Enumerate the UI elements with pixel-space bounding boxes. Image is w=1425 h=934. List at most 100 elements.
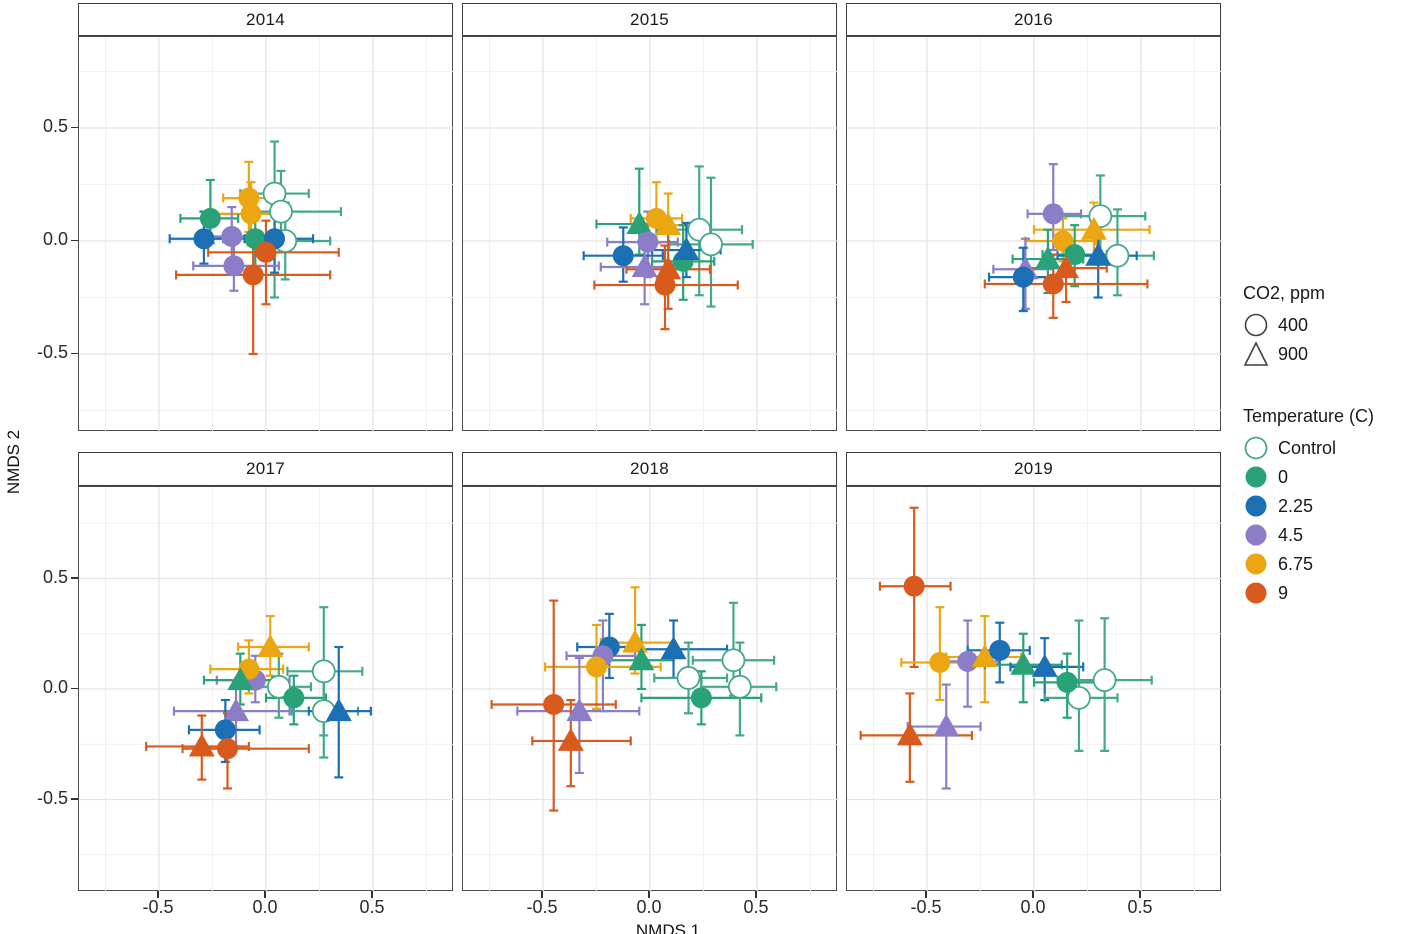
point-triangle-9 (557, 727, 584, 751)
legend-gap (1243, 370, 1425, 406)
point-circle-0 (199, 207, 221, 229)
point-triangle-6.75 (1080, 216, 1107, 240)
facet-panel-2019 (846, 486, 1222, 892)
y-tick-label: 0.5 (42, 116, 68, 136)
facet-strip-2016: 2016 (846, 3, 1221, 36)
x-tick-mark (157, 891, 159, 898)
facet-label: 2017 (245, 459, 286, 478)
legend-item-label: 900 (1278, 343, 1309, 364)
y-tick-label: -0.5 (36, 787, 68, 808)
facet-label: 2019 (1013, 459, 1054, 478)
point-circle-6.75 (238, 187, 260, 209)
y-tick-mark (71, 352, 78, 355)
point-triangle-6.75 (971, 643, 998, 667)
y-tick-label: 0.0 (42, 229, 68, 249)
point-circle-Control (311, 659, 336, 684)
point-circle-6.75 (645, 207, 667, 229)
point-circle-6.75 (929, 651, 951, 673)
facet-strip-2019: 2019 (846, 452, 1221, 486)
point-circle-6.75 (240, 203, 262, 225)
facet-strip-2017: 2017 (78, 452, 453, 486)
x-tick-mark (264, 891, 266, 898)
facet-label: 2018 (629, 459, 670, 478)
facet-panel-2017 (78, 486, 454, 892)
x-tick-mark (925, 891, 927, 898)
legend-item-label: 400 (1278, 314, 1309, 335)
y-tick-mark (71, 687, 78, 690)
point-circle-2.25 (214, 719, 236, 741)
legend-item-label: 0 (1278, 466, 1289, 487)
point-triangle-2.25 (673, 237, 700, 261)
legend-item-temp-9: 9 (1243, 580, 1425, 606)
legend-item-temp-0: 0 (1243, 464, 1425, 490)
point-circle-2.25 (1012, 266, 1034, 288)
point-circle-Control (699, 232, 723, 257)
circle-outline-icon (1243, 312, 1269, 338)
point-circle-Control (721, 648, 746, 673)
point-triangle-2.25 (325, 698, 352, 722)
x-tick-label: 0.5 (1127, 897, 1153, 917)
point-circle-9 (903, 575, 925, 597)
legend-item-co2-400: 400 (1243, 312, 1425, 338)
point-circle-9 (654, 274, 676, 296)
point-circle-2.25 (989, 639, 1011, 661)
legend-item-temp-4.5: 4.5 (1243, 522, 1425, 548)
y-tick-label: 0.0 (42, 677, 68, 697)
point-triangle-9 (896, 722, 923, 746)
legend-item-label: 2.25 (1278, 495, 1314, 516)
filled-circle-icon (1243, 551, 1269, 577)
legend-item-temp-6.75: 6.75 (1243, 551, 1425, 577)
y-tick-label: -0.5 (36, 342, 68, 362)
point-triangle-9 (655, 256, 682, 280)
x-tick-mark (755, 891, 757, 898)
facet-panel-2018 (462, 486, 838, 892)
point-triangle-9 (188, 733, 215, 757)
point-triangle-2.25 (1031, 653, 1058, 677)
x-tick-mark (1032, 891, 1034, 898)
point-triangle-6.75 (622, 629, 649, 653)
point-circle-9 (543, 693, 565, 715)
legend-temperature-items: Control 0 2.25 4.5 6.75 9 (1243, 435, 1425, 606)
open-circle-icon (1243, 435, 1269, 461)
x-tick-label: -0.5 (142, 897, 174, 917)
x-axis-title: NMDS 1 (635, 921, 701, 934)
point-circle-9 (216, 738, 238, 760)
point-triangle-0 (626, 211, 653, 235)
legend-item-label: 6.75 (1278, 553, 1314, 574)
facet-strip-2015: 2015 (462, 3, 837, 36)
point-circle-Control (266, 674, 291, 699)
point-circle-Control (269, 199, 293, 224)
point-circle-9 (1042, 273, 1064, 295)
x-tick-mark (648, 891, 650, 898)
point-circle-Control (1092, 668, 1117, 693)
filled-circle-icon (1243, 580, 1269, 606)
x-tick-label: 0.5 (743, 897, 769, 917)
x-tick-label: 0.0 (1020, 897, 1046, 917)
point-circle-Control (1105, 243, 1130, 268)
filled-circle-icon (1243, 464, 1269, 490)
y-tick-mark (71, 239, 78, 242)
point-circle-Control (727, 674, 752, 699)
point-triangle-0 (1034, 246, 1061, 270)
legend-item-temp-2.25: 2.25 (1243, 493, 1425, 519)
point-circle-2.25 (193, 228, 215, 250)
filled-circle-icon (1243, 522, 1269, 548)
y-tick-mark (71, 577, 78, 579)
point-triangle-4.5 (566, 698, 593, 722)
x-tick-label: -0.5 (910, 897, 942, 917)
point-circle-0 (690, 687, 712, 709)
point-circle-9 (255, 241, 277, 263)
facet-label: 2016 (1013, 9, 1054, 29)
facet-panel-2015 (462, 36, 838, 432)
point-triangle-0 (1010, 651, 1037, 675)
x-tick-label: 0.0 (252, 897, 278, 917)
point-triangle-4.5 (933, 713, 960, 737)
facet-strip-2014: 2014 (78, 3, 453, 36)
triangle-outline-icon (1243, 341, 1269, 367)
facet-panel-2014 (78, 36, 454, 432)
x-tick-mark (541, 891, 543, 898)
legend: CO2, ppm 400 900 Temperature (C) Control 0… (1243, 283, 1425, 609)
x-tick-label: -0.5 (526, 897, 558, 917)
y-tick-mark (71, 798, 78, 800)
y-tick-label: 0.5 (42, 566, 68, 587)
